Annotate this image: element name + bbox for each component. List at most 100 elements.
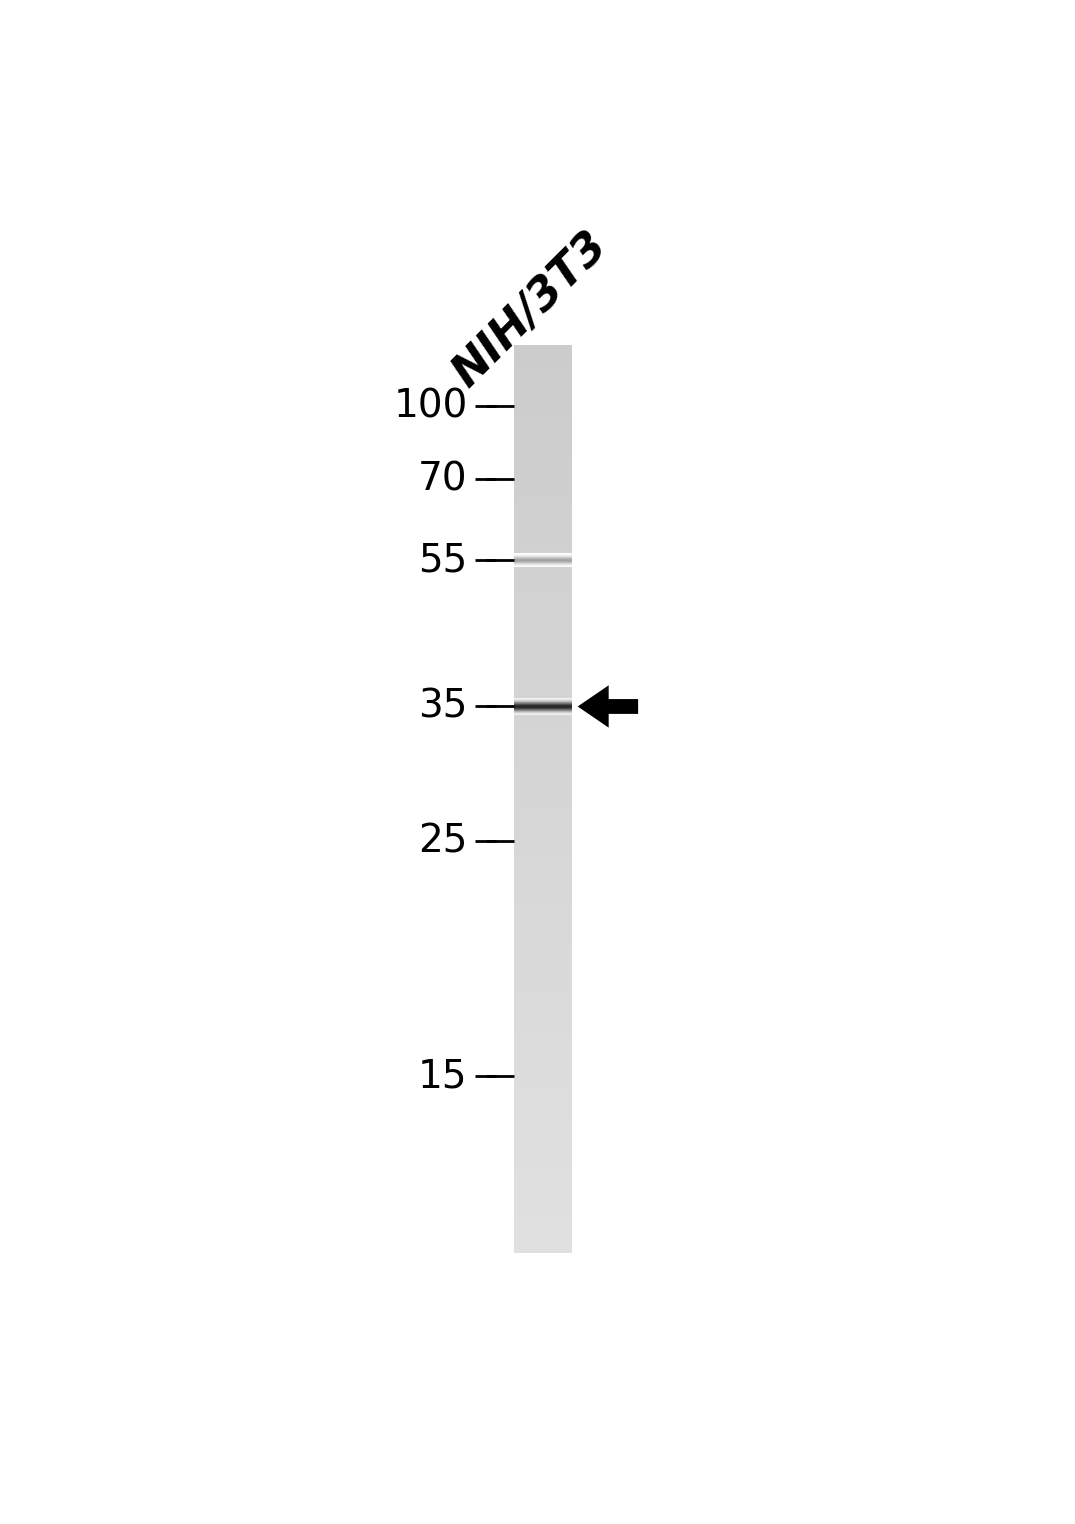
Bar xyxy=(514,576,572,579)
Bar xyxy=(514,869,572,872)
Bar xyxy=(514,756,572,757)
Bar xyxy=(514,1100,572,1103)
Bar xyxy=(514,1114,572,1117)
Bar xyxy=(514,497,572,498)
Bar xyxy=(514,788,572,789)
Bar xyxy=(514,881,572,882)
Bar xyxy=(514,718,572,719)
Bar xyxy=(514,1149,572,1151)
Bar xyxy=(514,604,572,607)
Bar xyxy=(514,392,572,395)
Bar xyxy=(514,378,572,381)
Bar xyxy=(514,1172,572,1173)
Bar xyxy=(514,1001,572,1003)
Bar xyxy=(514,511,572,512)
Bar xyxy=(514,1177,572,1178)
Bar xyxy=(514,792,572,794)
Bar xyxy=(514,1096,572,1099)
Bar xyxy=(514,623,572,626)
Bar xyxy=(514,834,572,835)
Bar xyxy=(514,1030,572,1033)
Bar xyxy=(514,1020,572,1021)
Bar xyxy=(514,529,572,530)
Bar xyxy=(514,817,572,820)
Bar xyxy=(514,361,572,363)
Bar xyxy=(514,1141,572,1145)
Bar xyxy=(514,1237,572,1239)
Bar xyxy=(514,663,572,664)
Bar xyxy=(514,1062,572,1065)
Bar xyxy=(514,381,572,383)
Bar xyxy=(514,408,572,410)
Bar xyxy=(514,561,572,562)
Bar xyxy=(514,494,572,497)
Bar xyxy=(514,405,572,408)
Text: -: - xyxy=(472,460,498,498)
Bar xyxy=(514,1239,572,1242)
Bar xyxy=(514,1242,572,1244)
Bar xyxy=(514,846,572,849)
Bar xyxy=(514,1247,572,1248)
Bar xyxy=(514,1053,572,1056)
Bar xyxy=(514,376,572,378)
Bar xyxy=(514,436,572,437)
Bar xyxy=(514,858,572,860)
Bar xyxy=(514,806,572,808)
Bar xyxy=(514,850,572,853)
Bar xyxy=(514,440,572,442)
Bar xyxy=(514,997,572,998)
Bar xyxy=(514,454,572,456)
Bar xyxy=(514,992,572,994)
Bar xyxy=(514,783,572,785)
Bar xyxy=(514,651,572,654)
Bar xyxy=(514,876,572,878)
Bar xyxy=(514,706,572,709)
Bar xyxy=(514,744,572,747)
Bar xyxy=(514,506,572,507)
Bar xyxy=(514,544,572,547)
Bar xyxy=(514,431,572,433)
Bar xyxy=(514,1108,572,1109)
Bar xyxy=(514,695,572,696)
Bar xyxy=(514,771,572,774)
Bar xyxy=(514,636,572,637)
Bar xyxy=(514,1195,572,1196)
Bar xyxy=(514,366,572,367)
Bar xyxy=(514,584,572,585)
Bar xyxy=(514,838,572,840)
Bar xyxy=(514,451,572,454)
Bar xyxy=(514,774,572,776)
Bar xyxy=(514,474,572,477)
Bar xyxy=(514,599,572,602)
Bar xyxy=(514,873,572,876)
Bar xyxy=(514,482,572,483)
Bar xyxy=(514,567,572,570)
Bar xyxy=(514,1137,572,1140)
Bar xyxy=(514,748,572,751)
Bar xyxy=(514,489,572,492)
Bar xyxy=(514,928,572,931)
Bar xyxy=(514,1128,572,1131)
Bar xyxy=(514,1113,572,1114)
Bar xyxy=(514,904,572,905)
Bar xyxy=(514,468,572,469)
Bar xyxy=(514,1164,572,1167)
Bar xyxy=(514,1167,572,1169)
Bar xyxy=(514,820,572,821)
Bar xyxy=(514,1012,572,1015)
Bar xyxy=(514,1085,572,1087)
Bar xyxy=(514,562,572,565)
Bar xyxy=(514,789,572,792)
Bar xyxy=(514,655,572,658)
Bar xyxy=(514,727,572,728)
Bar xyxy=(514,1079,572,1081)
Bar xyxy=(514,1187,572,1190)
Bar xyxy=(514,936,572,937)
Bar xyxy=(514,965,572,966)
Bar xyxy=(514,724,572,727)
Bar xyxy=(514,369,572,372)
Bar xyxy=(514,989,572,992)
Bar xyxy=(514,1186,572,1187)
Bar xyxy=(514,626,572,628)
Bar xyxy=(514,803,572,806)
